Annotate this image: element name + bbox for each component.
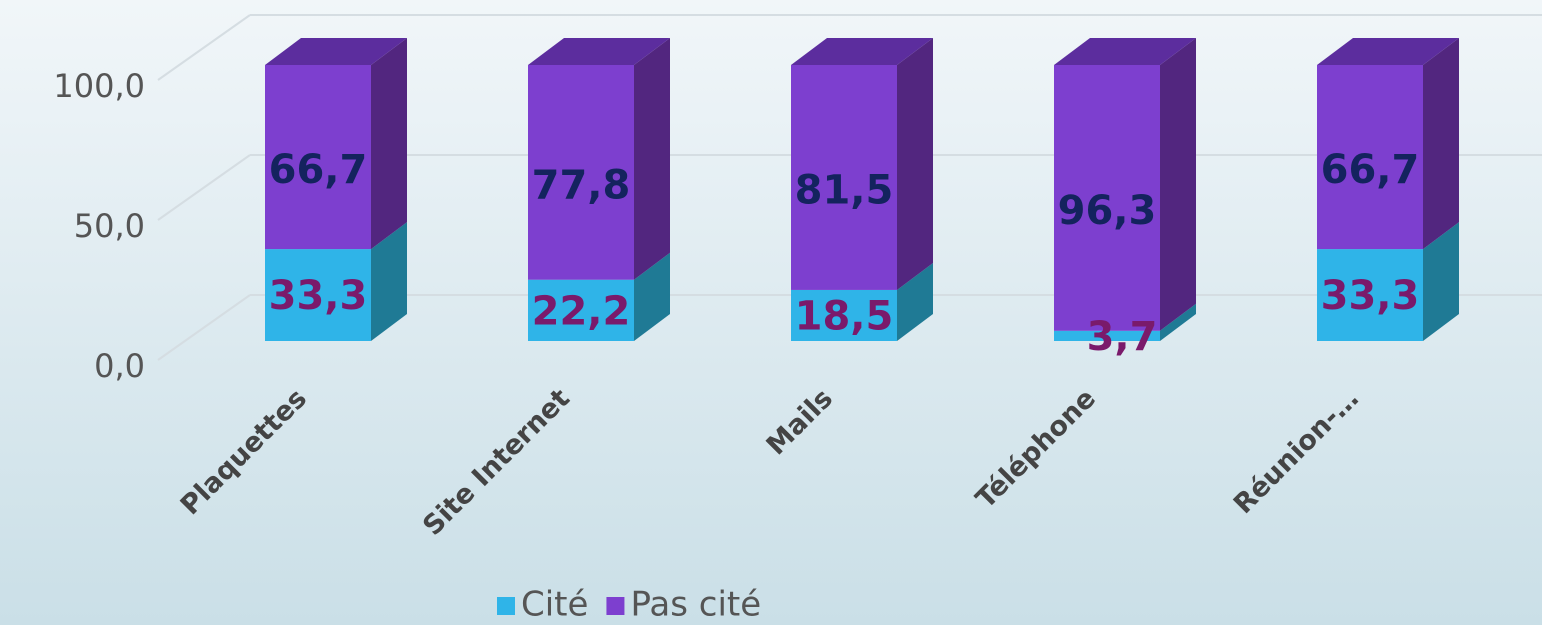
value-label: 66,7: [269, 147, 368, 193]
y-tick-label: 100,0: [53, 67, 145, 105]
x-tick-label: Réunion-…: [1228, 383, 1365, 520]
value-label: 33,3: [1321, 273, 1420, 319]
bar-top: [1054, 38, 1196, 65]
bar-segment: [528, 65, 634, 280]
bar-top: [1317, 38, 1459, 65]
value-label: 81,5: [795, 167, 894, 213]
x-tick-label: Plaquettes: [175, 383, 313, 521]
bar-side: [897, 38, 933, 290]
bar-side: [371, 38, 407, 250]
bar-side: [1423, 222, 1459, 341]
bar-segment: [1054, 65, 1160, 331]
bar-side: [1160, 303, 1196, 341]
legend-swatch: [497, 597, 515, 615]
legend-label: Cité: [521, 585, 588, 625]
x-tick-label: Téléphone: [970, 383, 1102, 515]
value-label: 22,2: [532, 288, 631, 334]
y-tick-label: 50,0: [74, 207, 145, 245]
bar-segment: [528, 279, 634, 341]
bar-segment: [265, 249, 371, 341]
value-label: 66,7: [1321, 147, 1420, 193]
bar-segment: [265, 65, 371, 250]
x-tick-label: Site Internet: [417, 383, 576, 542]
grid-line: [157, 294, 251, 361]
y-tick-label: 0,0: [94, 347, 145, 385]
bar-segment: [1054, 330, 1160, 341]
value-label: 96,3: [1058, 188, 1157, 234]
bar-segment: [791, 65, 897, 290]
bar-top: [528, 38, 670, 65]
bar-side: [1160, 38, 1196, 331]
value-label: 18,5: [795, 293, 894, 339]
x-tick-label: Mails: [761, 383, 839, 461]
bar-top: [791, 38, 933, 65]
bar-side: [634, 38, 670, 280]
grid-line: [157, 154, 251, 221]
legend-swatch: [606, 597, 625, 615]
bar-side: [1423, 38, 1459, 250]
value-label: 33,3: [269, 273, 368, 319]
bar-segment: [791, 289, 897, 341]
grid-line: [157, 14, 251, 81]
bar-top: [265, 38, 407, 65]
value-label: 3,7: [1087, 314, 1158, 360]
bar-side: [371, 222, 407, 341]
bar-side: [897, 262, 933, 341]
bar-side: [634, 252, 670, 341]
value-label: 77,8: [532, 162, 631, 208]
bar-segment: [1317, 65, 1423, 250]
bar-segment: [1317, 249, 1423, 341]
legend-label: Pas cité: [630, 585, 761, 625]
